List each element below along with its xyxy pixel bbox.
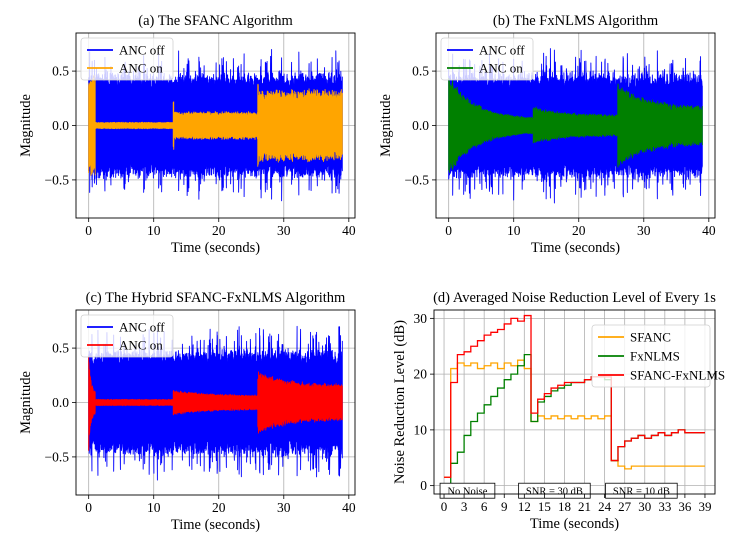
legend-label: ANC on (119, 61, 163, 76)
axes-frame (433, 309, 716, 495)
panel-a: 0 10 20 30 40 −0.5 0.0 0.5 (a) The SFANC Algorit… (18, 13, 356, 256)
plot-area-d (444, 314, 705, 487)
y-axis-label: Noise Reduction Level (dB) (392, 320, 408, 484)
x-tick-label: 12 (518, 499, 531, 514)
y-tick-label: 0.5 (52, 64, 69, 79)
chart-title: (c) The Hybrid SFANC-FxNLMS Algorithm (86, 290, 346, 306)
x-tick-label: 3 (461, 499, 468, 514)
y-tick-label: 0.0 (52, 118, 69, 133)
series-anc-on (448, 78, 703, 173)
y-tick-label: 0.5 (52, 341, 69, 356)
chart-title: (b) The FxNLMS Algorithm (493, 13, 659, 29)
x-tick-label: 40 (342, 500, 356, 515)
x-tick-label: 20 (212, 500, 226, 515)
y-tick-label: −0.5 (45, 172, 70, 187)
x-tick-label: 40 (702, 223, 716, 238)
x-tick-label: 10 (507, 223, 521, 238)
legend-label: SFANC (630, 330, 671, 345)
legend-box (440, 37, 534, 81)
annotation-label: No Noise (447, 487, 487, 498)
annotation-label: SNR = 30 dB (526, 487, 583, 498)
y-tick-label: 0.0 (52, 395, 69, 410)
y-tick-label: 0.5 (412, 64, 429, 79)
x-tick-label: 39 (698, 499, 711, 514)
x-tick-label: 30 (638, 499, 651, 514)
x-tick-label: 36 (678, 499, 692, 514)
x-tick-label: 0 (445, 223, 452, 238)
x-tick-label: 0 (85, 500, 92, 515)
y-tick-label: −0.5 (45, 449, 70, 464)
x-tick-label: 27 (618, 499, 632, 514)
legend-label: ANC on (479, 61, 523, 76)
x-axis-label: Time (seconds) (171, 240, 260, 256)
legend: ANC off ANC on (440, 37, 534, 81)
series-anc-on (88, 74, 343, 176)
x-tick-label: 9 (501, 499, 508, 514)
panel-b: 0 10 20 30 40 −0.5 0.0 0.5 (b) The FxNLMS Algori… (378, 13, 716, 256)
legend-label: ANC on (119, 338, 163, 353)
y-axis-label: Magnitude (378, 94, 394, 157)
legend: ANC off ANC on (80, 314, 174, 358)
x-tick-label: 6 (481, 499, 488, 514)
annotation-box (439, 482, 496, 499)
plot-area-a (88, 49, 343, 202)
y-tick-label: 0 (420, 478, 427, 493)
y-tick-label: −0.5 (405, 172, 430, 187)
x-tick-label: 10 (147, 500, 161, 515)
plot-area-c (88, 325, 343, 481)
x-axis-label: Time (seconds) (531, 240, 620, 256)
y-tick-label: 30 (414, 311, 428, 326)
x-tick-label: 20 (572, 223, 586, 238)
legend-label: FxNLMS (630, 349, 680, 364)
x-tick-label: 20 (212, 223, 226, 238)
plot-area-b (448, 48, 703, 204)
x-tick-label: 10 (147, 223, 161, 238)
series-sfanc (444, 359, 705, 478)
y-axis-label: Magnitude (18, 371, 34, 434)
x-tick-label: 30 (277, 223, 291, 238)
chart-title: (a) The SFANC Algorithm (138, 13, 293, 29)
legend: SFANC FxNLMS SFANC-FxNLMS (591, 324, 725, 388)
y-axis-label: Magnitude (18, 94, 34, 157)
legend-label: ANC off (119, 320, 165, 335)
x-axis-label: Time (seconds) (530, 516, 619, 532)
legend-box (80, 37, 174, 81)
x-tick-label: 15 (538, 499, 551, 514)
legend-box (80, 314, 174, 358)
x-tick-label: 33 (658, 499, 671, 514)
x-tick-label: 0 (441, 499, 448, 514)
legend-label: ANC off (119, 43, 165, 58)
legend-label: ANC off (479, 43, 525, 58)
legend-label: SFANC-FxNLMS (630, 368, 725, 383)
x-tick-label: 30 (637, 223, 651, 238)
legend: ANC off ANC on (80, 37, 174, 81)
x-tick-label: 18 (558, 499, 571, 514)
panel-c: 0 10 20 30 40 −0.5 0.0 0.5 (c) The Hybrid SFANC-… (18, 290, 356, 533)
series-sfanc-fxnlms (444, 314, 705, 478)
x-axis-label: Time (seconds) (171, 517, 260, 533)
x-tick-label: 30 (277, 500, 291, 515)
x-tick-label: 0 (85, 223, 92, 238)
y-tick-label: 10 (414, 422, 428, 437)
annotation-box (518, 482, 591, 499)
legend-box (591, 324, 711, 388)
annotation-label: SNR = 10 dB (613, 487, 670, 498)
series-anc-on (88, 356, 343, 451)
annotation-box (605, 482, 678, 499)
y-tick-label: 20 (414, 367, 428, 382)
chart-title: (d) Averaged Noise Reduction Level of Ev… (433, 290, 716, 306)
x-tick-label: 40 (342, 223, 356, 238)
x-tick-label: 24 (598, 499, 612, 514)
y-tick-label: 0.0 (412, 118, 429, 133)
panel-d: No Noise SNR = 30 dB SNR = 10 dB0 3 6 9 12 15 18… (392, 290, 725, 532)
x-tick-label: 21 (578, 499, 591, 514)
